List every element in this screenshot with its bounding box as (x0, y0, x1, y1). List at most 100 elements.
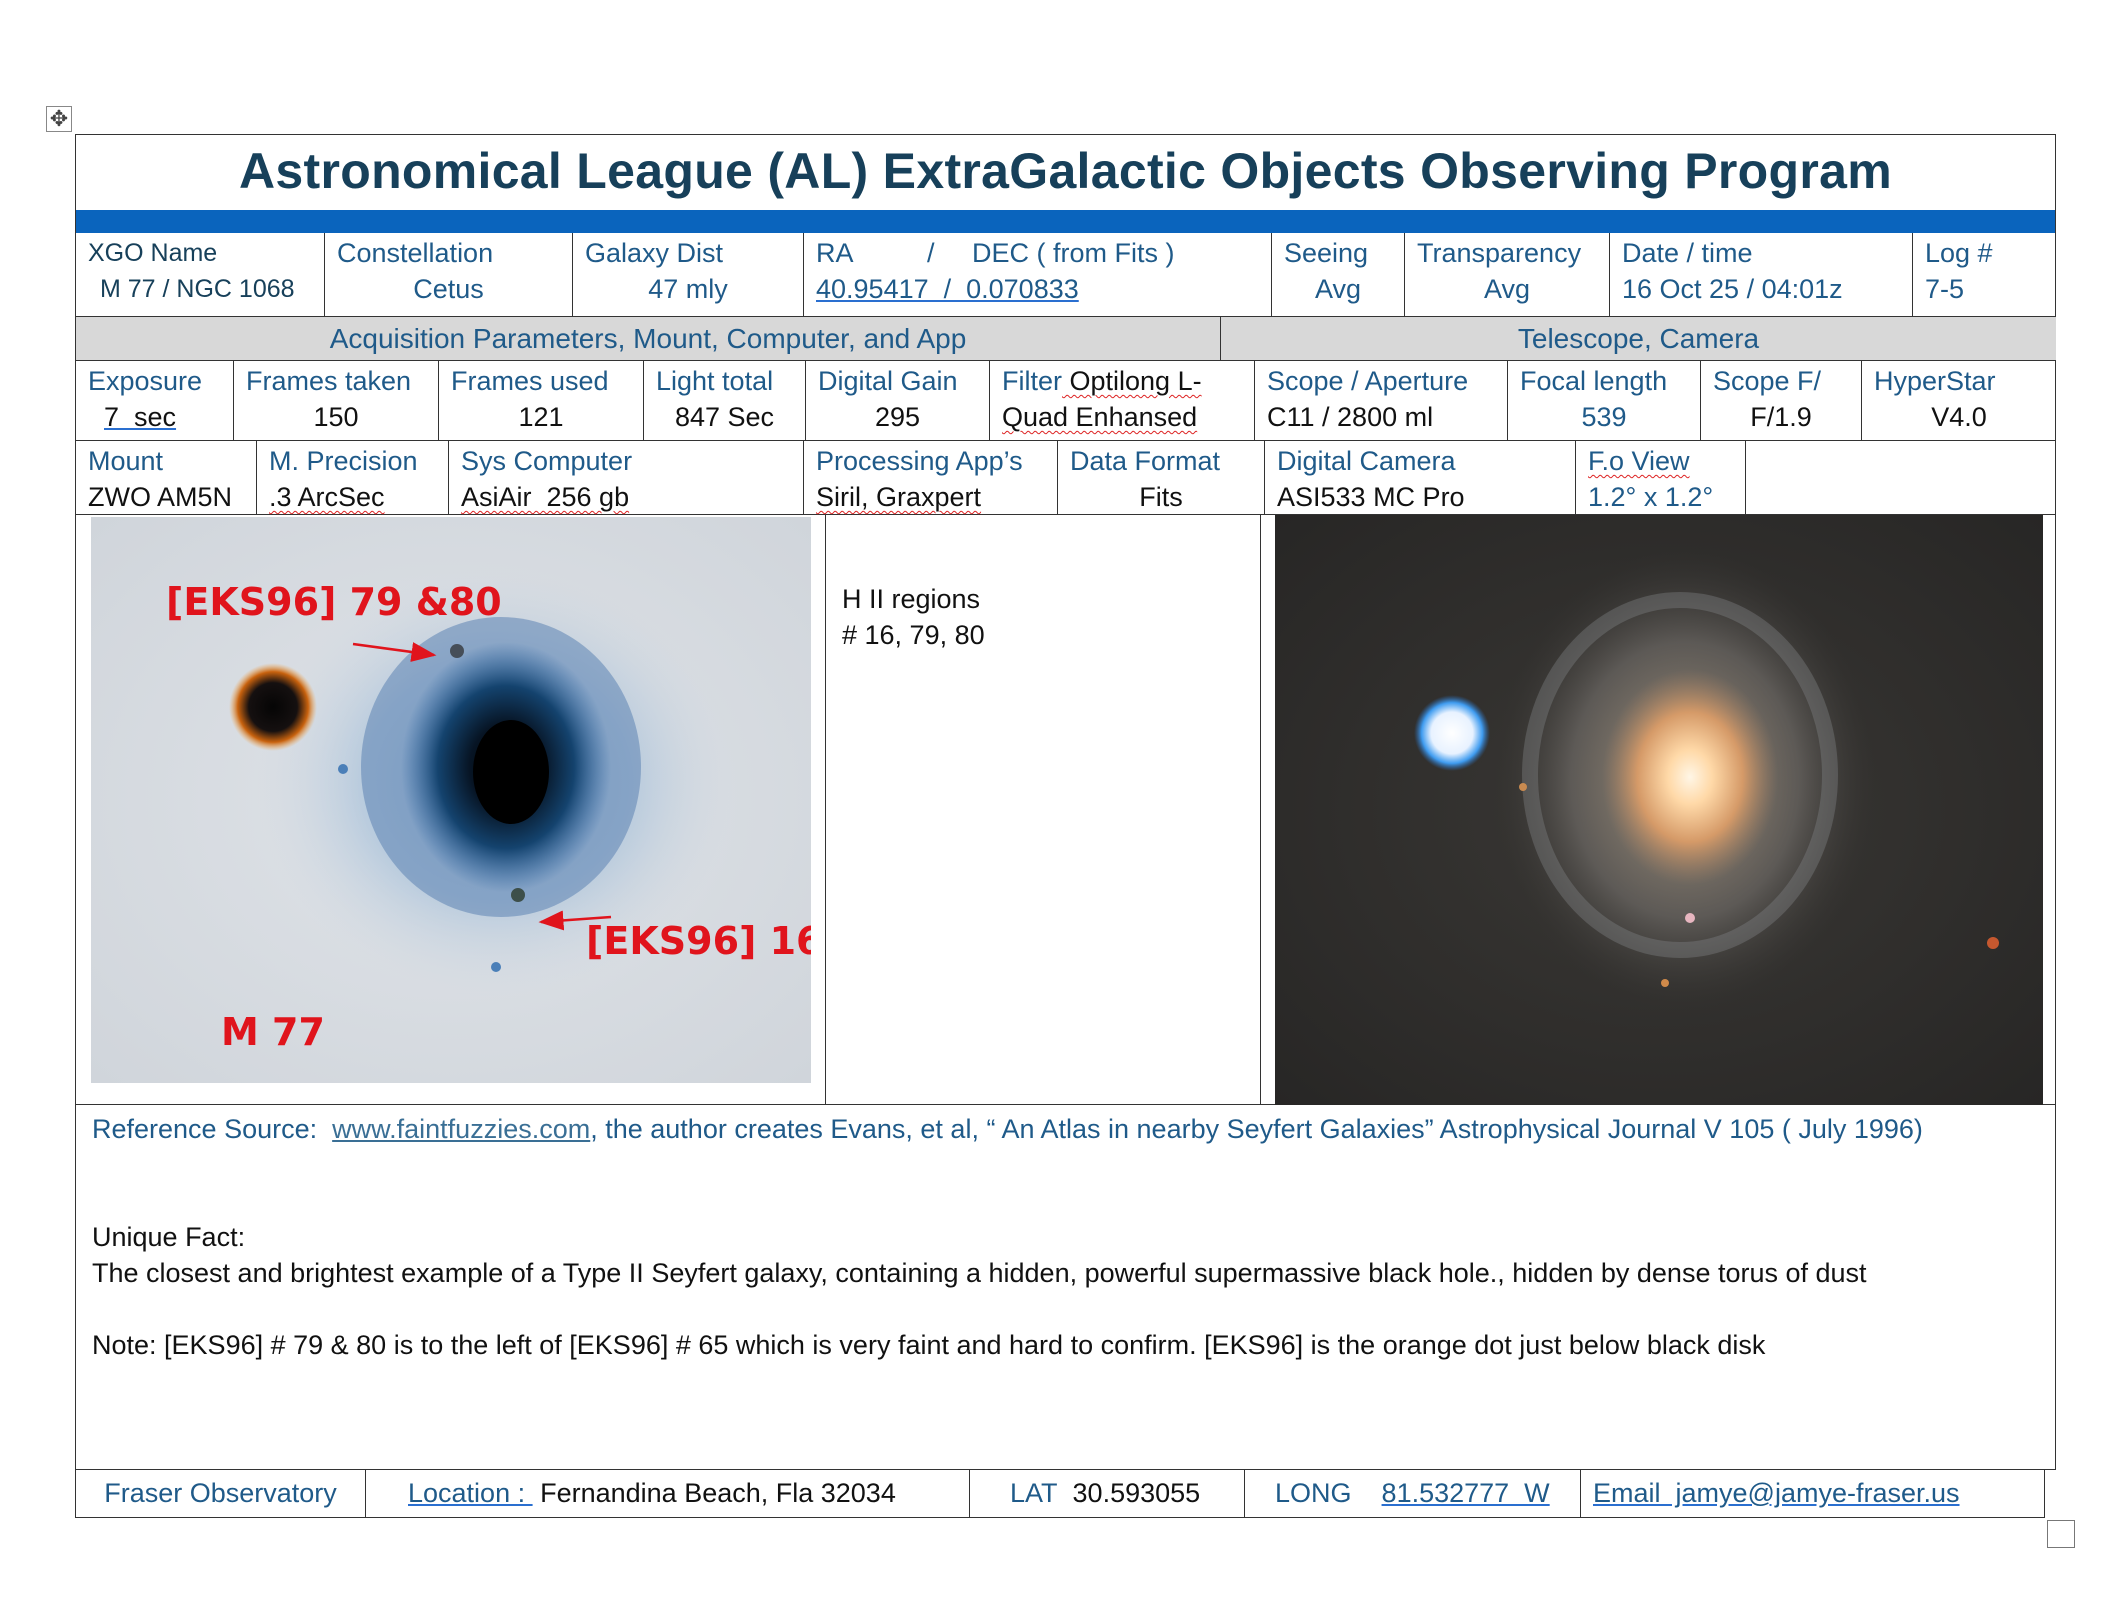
annotated-galaxy-image: [EKS96] 79 &80 [EKS96] 16 M 77 (91, 517, 811, 1083)
hyperstar-label: HyperStar (1874, 366, 1996, 396)
focal-length-value: 539 (1581, 402, 1627, 432)
color-image-panel (1261, 515, 2056, 1105)
arrow-16 (538, 910, 612, 931)
small-orange-star (1519, 783, 1527, 791)
footer-row: Fraser Observatory Location : Fernandina… (75, 1470, 2045, 1518)
field-of-view-cell: F.o View 1.2° x 1.2° (1576, 441, 1746, 515)
blue-foreground-star (1414, 695, 1490, 771)
footer-location: Location : Fernandina Beach, Fla 32034 (366, 1470, 970, 1518)
page-title: Astronomical League (AL) ExtraGalactic O… (239, 143, 1892, 199)
xgo-name-label: XGO Name (88, 239, 218, 267)
small-orange-knot (1661, 979, 1669, 987)
reference-source: Reference Source: www.faintfuzzies.com, … (92, 1111, 1923, 1147)
mount-precision-cell: M. Precision .3 ArcSec (257, 441, 449, 515)
faint-star (491, 962, 501, 972)
scope-aperture-cell: Scope / Aperture C11 / 2800 ml (1255, 361, 1508, 441)
galaxy-spiral-arm (1522, 592, 1838, 958)
digital-camera-value: ASI533 MC Pro (1277, 482, 1465, 512)
filter-cell: Filter Optilong L- Quad Enhansed (990, 361, 1255, 441)
galaxy-bright-core (1602, 669, 1778, 885)
galaxy-dist-value: 47 mly (648, 274, 728, 304)
arrow-79-80 (352, 642, 437, 662)
reference-label: Reference Source: (92, 1114, 333, 1144)
footer-location-label: Location : (408, 1478, 533, 1508)
small-pink-knot (1685, 913, 1695, 923)
label-eks96-16: [EKS96] 16 (586, 919, 811, 963)
footer-location-value: Fernandina Beach, Fla 32034 (532, 1478, 896, 1508)
title-row: Astronomical League (AL) ExtraGalactic O… (76, 135, 2055, 210)
galaxy-nucleus (473, 720, 549, 824)
annotated-image-panel: [EKS96] 79 &80 [EKS96] 16 M 77 (76, 515, 826, 1105)
footer-observatory: Fraser Observatory (76, 1470, 366, 1518)
digital-camera-label: Digital Camera (1277, 446, 1456, 476)
light-total-value: 847 Sec (674, 402, 775, 432)
date-time-value: 16 Oct 25 / 04:01z (1622, 274, 1843, 304)
date-time-label: Date / time (1622, 238, 1753, 268)
title-divider-bar (76, 210, 2055, 233)
hii-region-16 (511, 888, 525, 902)
field-of-view-value: 1.2° x 1.2° (1588, 482, 1714, 512)
sys-computer-cell: Sys Computer AsiAir 256 gb (449, 441, 804, 515)
constellation-label: Constellation (337, 238, 494, 268)
galaxy-dist-cell: Galaxy Dist 47 mly (573, 233, 804, 317)
unique-fact-text: The closest and brightest example of a T… (92, 1258, 1867, 1288)
data-format-value: Fits (1139, 482, 1183, 512)
data-format-cell: Data Format Fits (1058, 441, 1265, 515)
exposure-label: Exposure (88, 366, 203, 396)
log-number-label: Log # (1925, 238, 1993, 268)
mount-value: ZWO AM5N (88, 482, 233, 512)
exposure-cell: Exposure 7 sec (76, 361, 234, 441)
digital-gain-cell: Digital Gain 295 (806, 361, 990, 441)
processing-apps-cell: Processing App’s Siril, Graxpert (804, 441, 1058, 515)
reference-link[interactable]: www.faintfuzzies.com (332, 1114, 591, 1144)
seeing-label: Seeing (1284, 238, 1369, 268)
frames-used-label: Frames used (451, 366, 609, 396)
ra-dec-cell: RA / DEC ( from Fits ) 40.95417 / 0.0708… (804, 233, 1272, 317)
notes-line-2: # 16, 79, 80 (842, 620, 985, 650)
frames-used-cell: Frames used 121 (439, 361, 644, 441)
seeing-cell: Seeing Avg (1272, 233, 1405, 317)
filter-label: Filter (1002, 366, 1062, 396)
footer-lat: LAT 30.593055 (970, 1470, 1245, 1518)
focal-length-label: Focal length (1520, 366, 1668, 396)
hyperstar-cell: HyperStar V4.0 (1862, 361, 2056, 441)
footer-email-link[interactable]: Email jamye@jamye-fraser.us (1593, 1478, 1960, 1508)
empty-gear-cell (1746, 441, 2056, 515)
filter-value-line2: Quad Enhansed (1002, 402, 1198, 432)
xgo-name-cell: XGO Name M 77 / NGC 1068 (76, 233, 325, 317)
scope-ratio-cell: Scope F/ F/1.9 (1701, 361, 1862, 441)
notes-panel: H II regions # 16, 79, 80 (826, 515, 1261, 1105)
exposure-value: 7 sec (104, 402, 177, 432)
scope-aperture-label: Scope / Aperture (1267, 366, 1469, 396)
mount-cell: Mount ZWO AM5N (76, 441, 257, 515)
label-eks96-79-80: [EKS96] 79 &80 (166, 580, 502, 624)
digital-gain-label: Digital Gain (818, 366, 958, 396)
galaxy-dist-label: Galaxy Dist (585, 238, 724, 268)
footer-lat-value: 30.593055 (1072, 1478, 1201, 1508)
frames-taken-value: 150 (313, 402, 359, 432)
telescope-section-label: Telescope, Camera (1517, 323, 1760, 354)
observation-log-sheet: Astronomical League (AL) ExtraGalactic O… (75, 134, 2056, 1470)
hyperstar-value: V4.0 (1931, 402, 1987, 432)
ra-dec-value: 40.95417 / 0.070833 (816, 274, 1079, 304)
color-galaxy-image (1275, 515, 2043, 1105)
unique-fact-label: Unique Fact: (92, 1222, 246, 1252)
constellation-cell: Constellation Cetus (325, 233, 573, 317)
faint-star (338, 764, 348, 774)
log-number-value: 7-5 (1925, 274, 1965, 304)
red-star (1987, 937, 1999, 949)
light-total-label: Light total (656, 366, 774, 396)
filter-value-line1: Optilong L- (1062, 366, 1202, 396)
digital-camera-cell: Digital Camera ASI533 MC Pro (1265, 441, 1576, 515)
transparency-cell: Transparency Avg (1405, 233, 1610, 317)
notes-line-1: H II regions (842, 584, 981, 614)
ra-dec-label: RA / DEC ( from Fits ) (816, 238, 1175, 268)
hii-region-79-80 (450, 644, 464, 658)
table-move-handle-icon[interactable]: ✥ (46, 106, 72, 132)
acquisition-section-label: Acquisition Parameters, Mount, Computer,… (329, 323, 967, 354)
log-number-cell: Log # 7-5 (1913, 233, 2056, 317)
sys-computer-label: Sys Computer (461, 446, 633, 476)
sys-computer-value: AsiAir 256 gb (461, 482, 630, 512)
mount-precision-value: .3 ArcSec (269, 482, 385, 512)
frames-taken-cell: Frames taken 150 (234, 361, 439, 441)
